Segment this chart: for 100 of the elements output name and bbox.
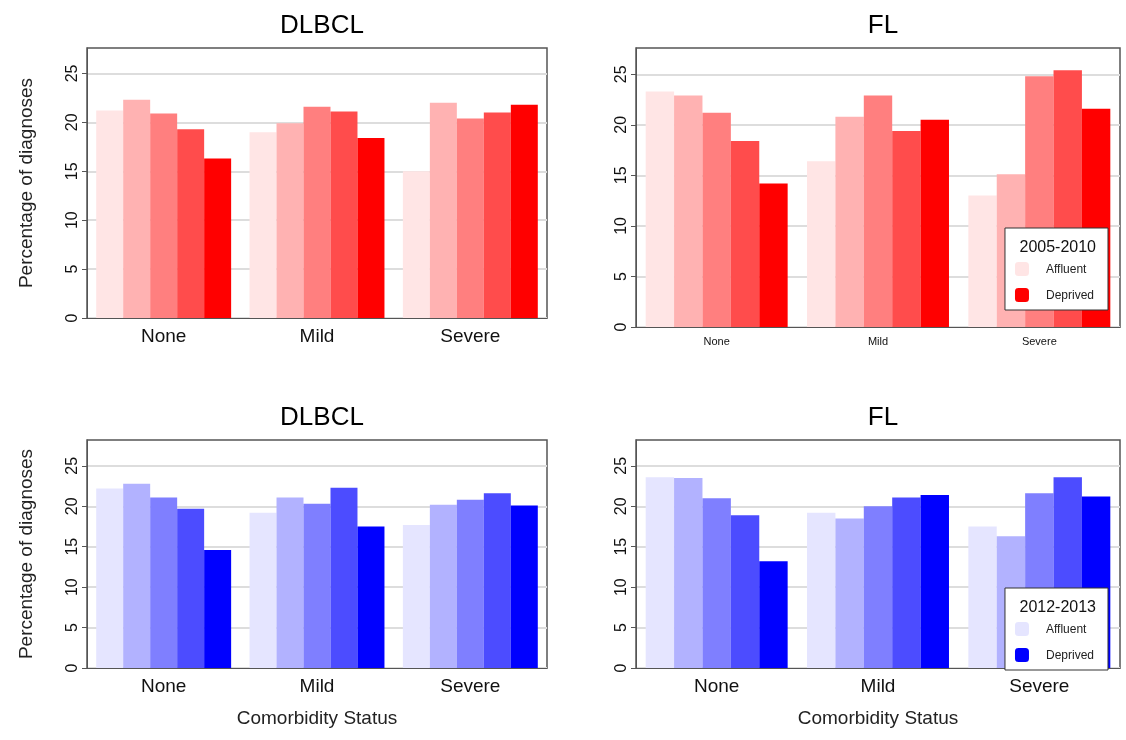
bar <box>645 477 675 668</box>
bar <box>483 112 511 318</box>
x-axis-title: Comorbidity Status <box>797 707 959 728</box>
x-tick-label: Mild <box>299 325 335 346</box>
bar <box>303 106 331 318</box>
y-tick-label: 0 <box>611 663 629 673</box>
bar <box>357 526 385 668</box>
y-tick-label: 15 <box>611 537 629 556</box>
y-tick-label: 5 <box>611 271 629 281</box>
bar <box>892 130 921 327</box>
x-tick-label: Severe <box>440 325 501 346</box>
y-tick-label: 25 <box>611 65 629 84</box>
x-tick-label: Severe <box>440 675 501 696</box>
y-tick-label: 5 <box>62 264 80 274</box>
bar <box>863 95 893 327</box>
y-tick-label: 10 <box>611 216 629 235</box>
bar <box>456 118 484 318</box>
y-tick-label: 25 <box>611 456 629 475</box>
y-tick-label: 10 <box>62 211 80 230</box>
y-axis-title: Percentage of diagnoses <box>15 448 36 660</box>
chart-title: DLBCL <box>280 9 364 39</box>
legend-label: Affluent <box>1045 262 1088 276</box>
y-tick-label: 0 <box>62 313 80 323</box>
y-tick-label: 10 <box>611 578 629 597</box>
bar <box>402 524 430 668</box>
bar <box>456 499 484 668</box>
bar <box>835 116 864 327</box>
bar <box>920 494 949 668</box>
bar <box>968 195 997 327</box>
y-tick-label: 25 <box>62 456 80 475</box>
bar <box>150 497 178 668</box>
bar <box>402 171 430 318</box>
bar <box>674 95 703 327</box>
bar <box>429 504 457 668</box>
bar <box>96 488 124 668</box>
x-tick-label: None <box>703 334 730 347</box>
bar <box>968 526 997 668</box>
bar <box>357 138 385 318</box>
bar <box>645 91 675 327</box>
x-tick-label: None <box>693 675 740 696</box>
legend-label: Affluent <box>1045 622 1088 636</box>
bar <box>123 483 151 668</box>
y-tick-label: 20 <box>62 497 80 516</box>
bar <box>730 515 760 668</box>
y-tick-label: 10 <box>62 578 80 597</box>
bar <box>835 518 864 668</box>
bar <box>702 112 731 327</box>
bar <box>759 183 788 327</box>
bar <box>759 561 788 668</box>
bar <box>863 506 893 668</box>
y-tick-label: 5 <box>611 623 629 633</box>
bar <box>510 505 538 668</box>
chart-title: FL <box>867 9 899 39</box>
x-tick-label: Mild <box>860 675 896 696</box>
y-tick-label: 15 <box>62 537 80 556</box>
bar <box>510 104 538 318</box>
bar <box>204 158 232 318</box>
bar <box>807 161 836 327</box>
chart-title: FL <box>867 401 899 431</box>
bar <box>702 498 731 668</box>
bar <box>429 102 457 318</box>
y-tick-label: 20 <box>611 497 629 516</box>
bar <box>249 512 277 668</box>
x-tick-label: None <box>140 325 187 346</box>
y-tick-label: 5 <box>62 623 80 633</box>
bar <box>892 497 921 668</box>
y-axis-title: Percentage of diagnoses <box>15 77 36 289</box>
x-tick-label: Severe <box>1009 675 1070 696</box>
y-tick-label: 15 <box>62 162 80 181</box>
x-tick-label: Severe <box>1021 334 1057 347</box>
bar <box>177 508 205 668</box>
x-axis-title: Comorbidity Status <box>236 707 398 728</box>
y-tick-label: 15 <box>611 166 629 185</box>
bar <box>276 497 304 668</box>
bar <box>807 512 836 668</box>
bar <box>674 478 703 668</box>
legend-label: Deprived <box>1045 288 1095 302</box>
bar <box>96 110 124 318</box>
legend-title: 2012-2013 <box>1019 597 1097 615</box>
bar <box>330 111 358 318</box>
bar <box>177 129 205 318</box>
bar <box>249 132 277 318</box>
y-tick-label: 20 <box>611 115 629 134</box>
y-tick-label: 0 <box>611 322 629 332</box>
x-tick-label: None <box>140 675 187 696</box>
y-tick-label: 0 <box>62 663 80 673</box>
legend-label: Deprived <box>1045 648 1095 662</box>
chart-title: DLBCL <box>280 401 364 431</box>
bar <box>483 493 511 668</box>
bar <box>204 549 232 668</box>
y-tick-label: 25 <box>62 64 80 83</box>
bar <box>276 123 304 318</box>
legend-title: 2005-2010 <box>1019 237 1097 255</box>
x-tick-label: Mild <box>299 675 335 696</box>
bar <box>730 141 760 327</box>
bar <box>920 119 949 327</box>
bar <box>303 503 331 668</box>
bar <box>330 487 358 668</box>
bar <box>123 99 151 318</box>
x-tick-label: Mild <box>867 334 889 347</box>
